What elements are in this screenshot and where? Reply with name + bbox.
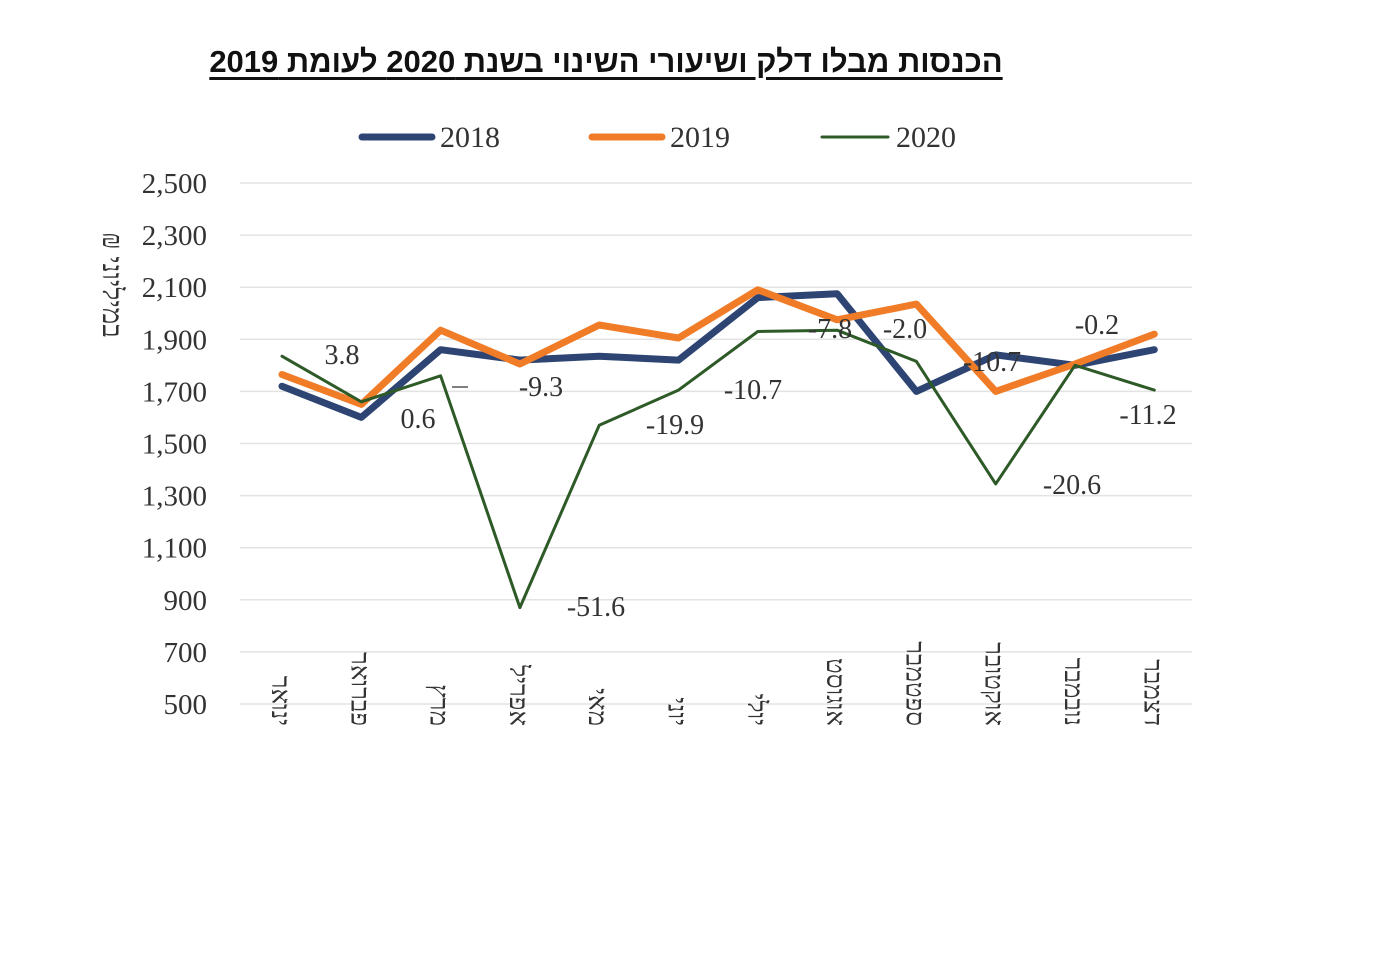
y-tick-label: 1,500 xyxy=(142,429,207,461)
data-label: -51.6 xyxy=(567,592,625,623)
x-category-label: פברואר xyxy=(345,652,374,726)
x-category-label: אוקטובר xyxy=(980,642,1009,726)
y-tick-label: 2,100 xyxy=(142,272,207,304)
x-category-label: יולי xyxy=(742,694,771,726)
x-category-label: דצמבר xyxy=(1138,659,1167,726)
x-category-label: אוגוסט xyxy=(821,658,850,726)
data-label: 0.6 xyxy=(401,404,436,435)
y-tick-label: 1,300 xyxy=(142,481,207,513)
y-tick-label: 2,300 xyxy=(142,220,207,252)
x-category-label: מרץ xyxy=(425,684,454,726)
y-axis-label: במיליוני ₪ xyxy=(96,232,127,338)
x-category-label: ספטמבר xyxy=(900,641,929,726)
y-tick-label: 1,100 xyxy=(142,533,207,565)
x-category-label: אפריל xyxy=(504,664,533,726)
data-label: 3.8 xyxy=(325,340,360,371)
data-label: -9.3 xyxy=(519,372,563,403)
legend-label-2018: 2018 xyxy=(440,121,500,154)
data-label: -10.7 xyxy=(963,347,1021,378)
x-category-label: יוני xyxy=(663,697,692,726)
y-tick-label: 1,700 xyxy=(142,376,207,408)
y-tick-label: 500 xyxy=(164,689,208,721)
legend-label-2019: 2019 xyxy=(670,121,730,154)
legend-label-2020: 2020 xyxy=(896,121,956,154)
y-tick-label: 2,500 xyxy=(142,168,207,200)
legend: 2018 2019 2020 xyxy=(358,121,956,154)
data-label: -0.2 xyxy=(1075,310,1119,341)
gridlines xyxy=(240,182,1192,705)
x-category-label: נובמבר xyxy=(1059,658,1088,726)
x-category-label: ינואר xyxy=(266,676,295,726)
y-tick-label: 900 xyxy=(164,585,208,617)
y-axis-ticks: 500 700 900 1,100 1,300 1,500 1,700 1,900 2,100 2… xyxy=(142,168,207,721)
y-tick-label: 1,900 xyxy=(142,324,207,356)
x-axis-categories: ינואר פברואר מרץ אפריל מאי יוני יולי אוגוסט ספטמ… xyxy=(266,641,1167,726)
data-label: -11.2 xyxy=(1119,400,1176,431)
data-label: -19.9 xyxy=(646,410,704,441)
data-label: -7.8 xyxy=(808,314,852,345)
chart-title: הכנסות מבלו דלק ושיעורי השינוי בשנת 2020… xyxy=(209,44,1003,79)
x-category-label: מאי xyxy=(583,688,612,726)
series-line-2019 xyxy=(278,286,1158,408)
data-label: -20.6 xyxy=(1043,470,1101,501)
series-line-2020 xyxy=(280,328,1156,610)
y-tick-label: 700 xyxy=(164,637,208,669)
data-label: -2.0 xyxy=(883,314,927,345)
data-label: -10.7 xyxy=(724,375,782,406)
data-labels: 3.8 0.6 -9.3 -51.6 -19.9 -10.7 -7.8 -2.0 -10.7 -2… xyxy=(325,310,1177,623)
series-line-2018 xyxy=(278,290,1158,421)
series-lines xyxy=(278,286,1158,610)
